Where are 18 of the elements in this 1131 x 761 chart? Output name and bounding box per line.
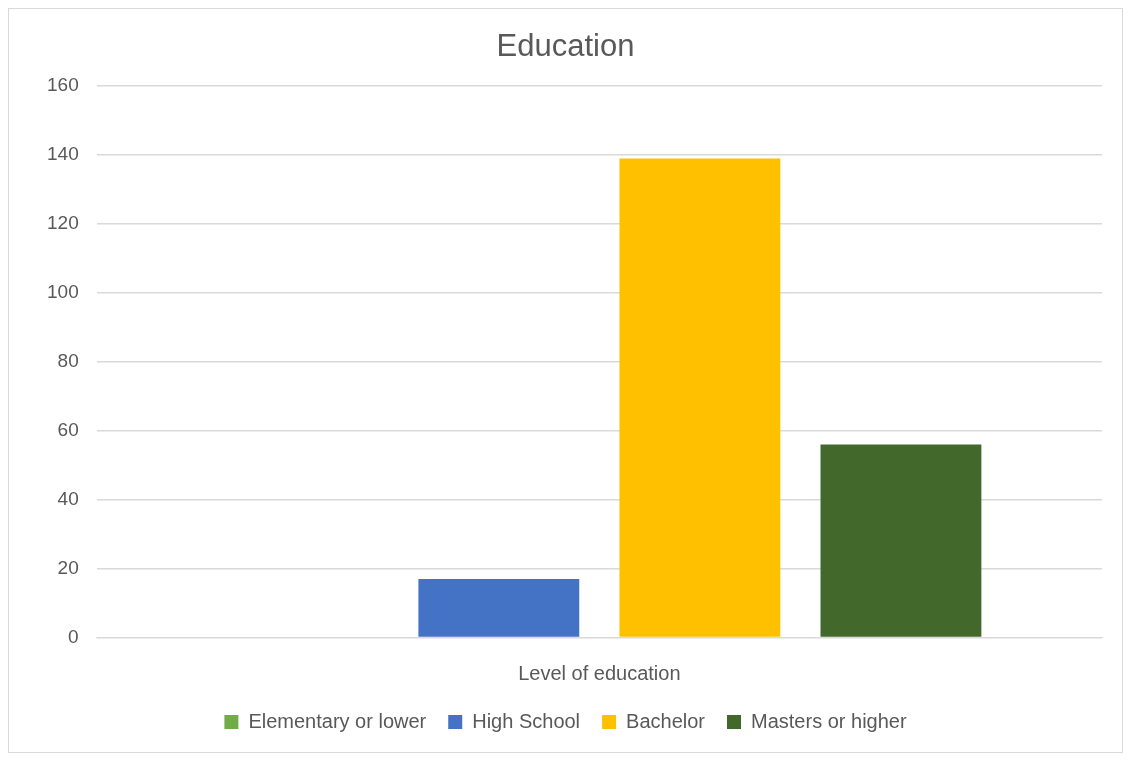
y-tick-label: 20	[57, 556, 79, 578]
legend-label: High School	[472, 709, 581, 732]
y-tick-label: 0	[68, 625, 79, 647]
y-tick-label: 100	[47, 281, 79, 303]
legend-label: Elementary or lower	[248, 709, 427, 732]
y-tick-label: 80	[57, 350, 79, 372]
legend-label: Masters or higher	[751, 709, 907, 732]
bar	[418, 579, 580, 637]
y-tick-label: 40	[57, 487, 79, 509]
y-tick-label: 120	[47, 212, 79, 234]
bar	[820, 444, 982, 637]
y-tick-label: 60	[57, 419, 79, 441]
legend-label: Bachelor	[626, 709, 706, 732]
y-tick-label: 140	[47, 143, 79, 165]
bar	[619, 158, 781, 637]
y-tick-label: 160	[47, 74, 79, 96]
chart-title: Education	[496, 28, 635, 64]
x-axis-title: Level of education	[518, 661, 681, 684]
